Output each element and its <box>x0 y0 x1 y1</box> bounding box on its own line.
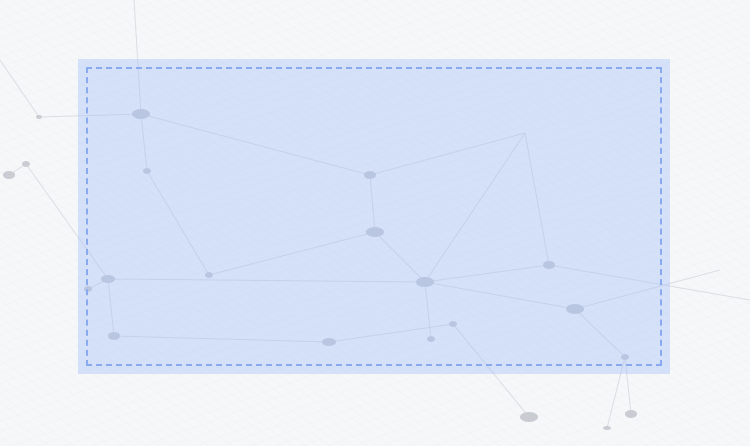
graph-edge <box>374 231 426 283</box>
graph-edge <box>208 231 376 276</box>
graph-edge <box>0 59 40 118</box>
graph-node <box>205 272 213 278</box>
graph-node <box>366 227 384 237</box>
graph-edge <box>606 356 626 429</box>
graph-edge <box>140 113 371 176</box>
graph-edge <box>369 174 376 233</box>
graph-edge <box>524 132 550 266</box>
graph-node <box>543 261 555 269</box>
graph-node <box>427 336 435 342</box>
graph-edge <box>424 132 526 283</box>
graph-edge <box>574 308 626 358</box>
graph-edge <box>452 323 530 418</box>
graph-edge <box>424 281 432 340</box>
graph-node <box>108 332 120 340</box>
graph-edge <box>25 163 109 280</box>
graph-edge <box>146 170 210 276</box>
graph-edge <box>328 323 454 343</box>
graph-node <box>22 161 30 167</box>
graph-node <box>322 338 336 346</box>
graph-node <box>566 304 584 314</box>
selection-rectangle[interactable] <box>78 59 670 374</box>
graph-edge <box>424 281 576 310</box>
graph-node <box>364 171 376 179</box>
graph-edge <box>38 113 142 118</box>
graph-node <box>3 171 15 179</box>
graph-node <box>603 426 611 430</box>
graph-node <box>520 412 538 422</box>
graph-edge <box>133 0 142 115</box>
graph-edge <box>140 113 148 172</box>
graph-node <box>143 168 151 174</box>
graph-node <box>621 354 629 360</box>
graph-edge <box>369 132 526 176</box>
graph-node <box>449 321 457 327</box>
graph-node <box>36 115 42 119</box>
graph-edge <box>548 264 750 301</box>
graph-node <box>101 275 115 283</box>
graph-edge <box>107 278 426 283</box>
graph-edge <box>624 356 632 415</box>
graph-edge <box>574 269 721 310</box>
graph-node <box>625 410 637 418</box>
graph-edge <box>113 335 330 343</box>
graph-node <box>132 109 150 119</box>
selection-dashed-border <box>86 67 662 366</box>
graph-edge <box>424 264 550 283</box>
graph-node <box>416 277 434 287</box>
graph-edge <box>107 278 115 337</box>
